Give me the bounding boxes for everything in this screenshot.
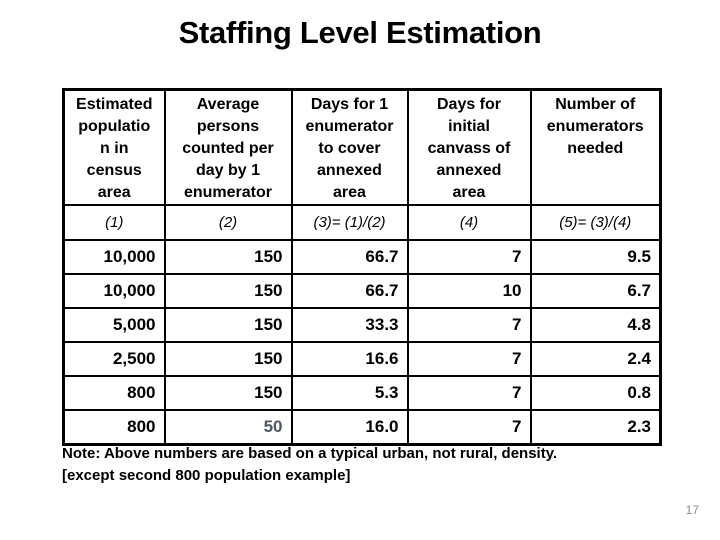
table-cell: 33.3 — [290, 307, 409, 343]
table-cell: 800 — [62, 375, 166, 411]
header-number-enumerators: Number of enumerators needed — [529, 88, 662, 206]
note-line-1: Note: Above numbers are based on a typic… — [62, 445, 558, 462]
table-cell: 5,000 — [62, 307, 166, 343]
formula-cell: (2) — [163, 204, 293, 241]
formula-cell: (4) — [406, 204, 532, 241]
table-row: 800 50 16.0 7 2.3 — [62, 409, 662, 446]
table-cell: 7 — [406, 307, 532, 343]
table-cell: 150 — [163, 307, 293, 343]
table-cell: 2.4 — [529, 341, 662, 377]
note: Note: Above numbers are based on a typic… — [62, 443, 557, 487]
table-cell: 0.8 — [529, 375, 662, 411]
header-days-initial-canvass: Days for initial canvass of annexed area — [406, 88, 532, 206]
table-cell: 2,500 — [62, 341, 166, 377]
note-line-2: [except second 800 population example] — [62, 467, 351, 484]
staffing-table: Estimated populatio n in census area Ave… — [62, 88, 662, 446]
table-row: 10,000 150 66.7 7 9.5 — [62, 239, 662, 275]
highlighted-value-cell: 50 — [163, 409, 293, 446]
table-cell: 9.5 — [529, 239, 662, 275]
table-cell: 150 — [163, 273, 293, 309]
page-title: Staffing Level Estimation — [178, 15, 542, 50]
table-row: 10,000 150 66.7 10 6.7 — [62, 273, 662, 309]
page-number: 17 — [685, 503, 699, 517]
table-cell: 16.6 — [290, 341, 409, 377]
table-cell: 150 — [163, 239, 293, 275]
table-cell: 6.7 — [529, 273, 662, 309]
table-cell: 7 — [406, 409, 532, 446]
formula-cell: (3)= (1)/(2) — [290, 204, 409, 241]
table-cell: 10,000 — [62, 273, 166, 309]
formula-row: (1) (2) (3)= (1)/(2) (4) (5)= (3)/(4) — [62, 204, 662, 241]
table-cell: 7 — [406, 341, 532, 377]
table-cell: 150 — [163, 375, 293, 411]
table-cell: 66.7 — [290, 239, 409, 275]
header-days-one-enumerator: Days for 1 enumerator to cover annexed a… — [290, 88, 409, 206]
table-header-row: Estimated populatio n in census area Ave… — [62, 88, 662, 206]
table-cell: 7 — [406, 239, 532, 275]
table-row: 5,000 150 33.3 7 4.8 — [62, 307, 662, 343]
table-row: 800 150 5.3 7 0.8 — [62, 375, 662, 411]
formula-cell: (1) — [62, 204, 166, 241]
table-cell: 4.8 — [529, 307, 662, 343]
table-cell: 10 — [406, 273, 532, 309]
table-cell: 800 — [62, 409, 166, 446]
header-average-persons: Average persons counted per day by 1 enu… — [163, 88, 293, 206]
table-cell: 150 — [163, 341, 293, 377]
table-cell: 7 — [406, 375, 532, 411]
table-cell: 10,000 — [62, 239, 166, 275]
table-cell: 16.0 — [290, 409, 409, 446]
table-row: 2,500 150 16.6 7 2.4 — [62, 341, 662, 377]
formula-cell: (5)= (3)/(4) — [529, 204, 662, 241]
table-cell: 66.7 — [290, 273, 409, 309]
header-estimated-population: Estimated populatio n in census area — [62, 88, 166, 206]
table-cell: 2.3 — [529, 409, 662, 446]
table-cell: 5.3 — [290, 375, 409, 411]
